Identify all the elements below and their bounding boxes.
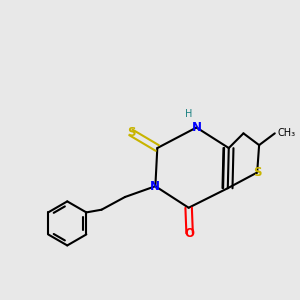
Text: O: O <box>184 227 195 240</box>
Text: CH₃: CH₃ <box>278 128 296 138</box>
Text: S: S <box>127 126 135 139</box>
Text: S: S <box>253 166 261 179</box>
Text: N: N <box>191 121 202 134</box>
Text: N: N <box>150 180 161 193</box>
Text: H: H <box>185 109 193 119</box>
